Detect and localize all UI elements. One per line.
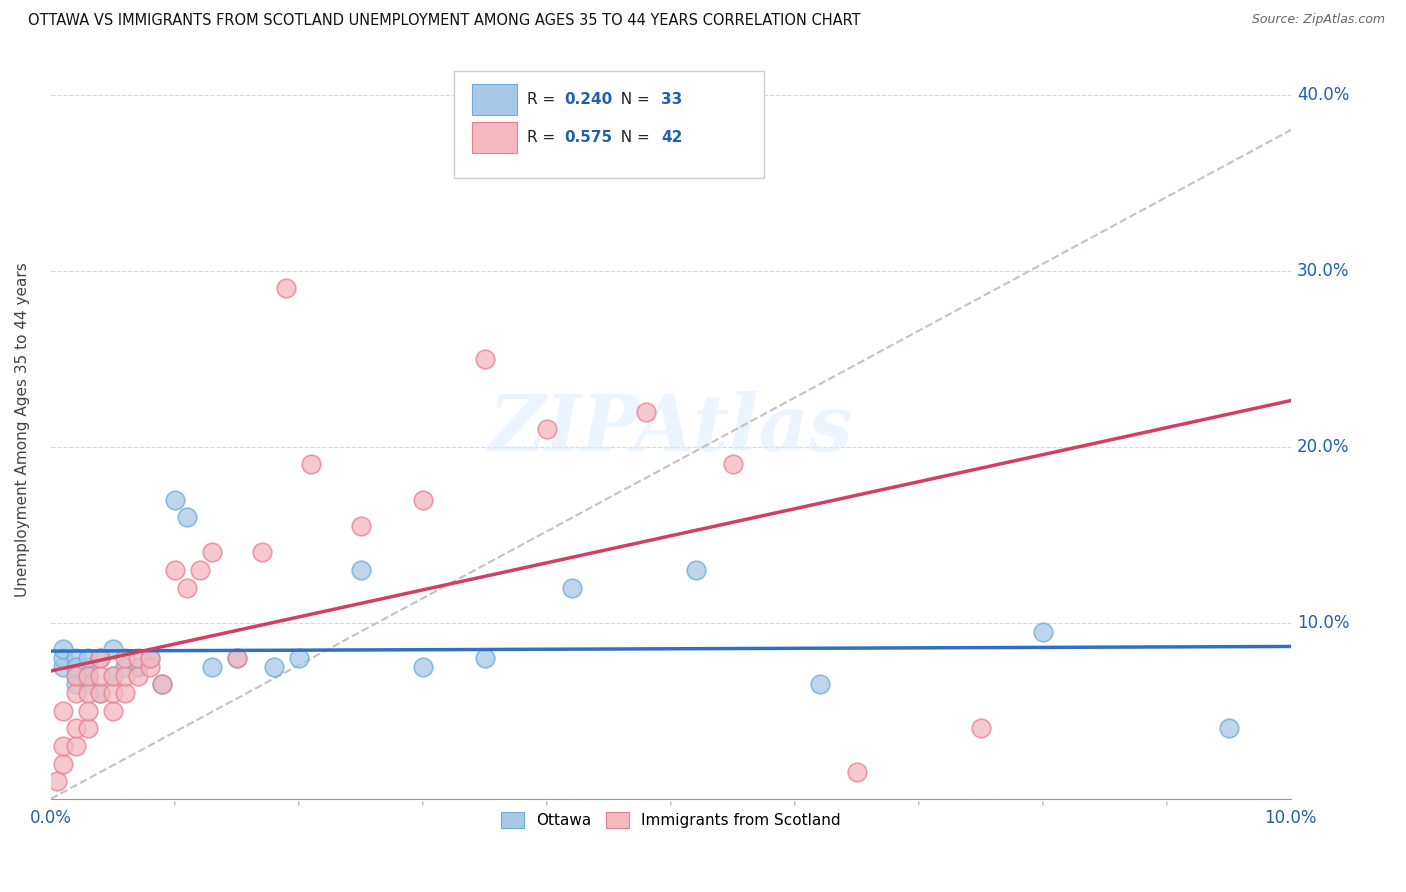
Point [201, 545, 224, 559]
Y-axis label: Unemployment Among Ages 35 to 44 years: Unemployment Among Ages 35 to 44 years [15, 262, 30, 597]
Legend: Ottawa, Immigrants from Scotland: Ottawa, Immigrants from Scotland [494, 805, 849, 836]
Point [412, 492, 434, 507]
Point [276, 281, 298, 295]
Point [201, 660, 224, 674]
Point [101, 668, 124, 682]
Point [114, 660, 136, 674]
Point [52, 704, 75, 718]
Point [350, 519, 373, 533]
Text: OTTAWA VS IMMIGRANTS FROM SCOTLAND UNEMPLOYMENT AMONG AGES 35 TO 44 YEARS CORREL: OTTAWA VS IMMIGRANTS FROM SCOTLAND UNEMP… [28, 13, 860, 29]
Point [65, 668, 87, 682]
Point [350, 563, 373, 577]
Text: ZIPAtlas: ZIPAtlas [489, 391, 853, 467]
Point [52, 756, 75, 771]
Point [77, 704, 100, 718]
Point [1032, 624, 1054, 639]
Point [139, 651, 162, 665]
Point [152, 677, 174, 691]
Point [250, 545, 273, 559]
Point [77, 677, 100, 691]
Point [685, 563, 707, 577]
Point [101, 642, 124, 657]
Point [89, 668, 111, 682]
Point [721, 458, 744, 472]
Text: R =: R = [527, 92, 560, 107]
Point [52, 642, 75, 657]
Point [139, 660, 162, 674]
Point [225, 651, 247, 665]
Point [101, 668, 124, 682]
Point [77, 651, 100, 665]
Point [163, 563, 186, 577]
Text: 40.0%: 40.0% [1298, 86, 1350, 103]
Point [176, 510, 198, 524]
Point [412, 660, 434, 674]
Point [77, 686, 100, 700]
Text: 0.240: 0.240 [564, 92, 613, 107]
Point [65, 722, 87, 736]
Text: 20.0%: 20.0% [1298, 438, 1350, 456]
Point [46, 774, 69, 789]
Text: 0.575: 0.575 [564, 129, 613, 145]
FancyBboxPatch shape [472, 84, 517, 115]
Point [65, 677, 87, 691]
Point [163, 492, 186, 507]
Point [65, 686, 87, 700]
Text: R =: R = [527, 129, 560, 145]
Text: 33: 33 [661, 92, 682, 107]
Point [65, 660, 87, 674]
Point [114, 668, 136, 682]
Point [89, 686, 111, 700]
Text: 42: 42 [661, 129, 682, 145]
Point [263, 660, 285, 674]
Point [89, 686, 111, 700]
Point [52, 651, 75, 665]
Point [474, 651, 496, 665]
Point [77, 668, 100, 682]
Point [225, 651, 247, 665]
Point [52, 660, 75, 674]
Point [127, 668, 149, 682]
Point [176, 581, 198, 595]
Point [101, 686, 124, 700]
Point [188, 563, 211, 577]
Point [65, 739, 87, 753]
Text: Source: ZipAtlas.com: Source: ZipAtlas.com [1251, 13, 1385, 27]
Point [970, 722, 993, 736]
Point [114, 651, 136, 665]
Point [114, 686, 136, 700]
Point [101, 704, 124, 718]
Point [89, 651, 111, 665]
Point [561, 581, 583, 595]
FancyBboxPatch shape [454, 70, 763, 178]
Point [299, 458, 322, 472]
Point [65, 668, 87, 682]
Text: 10.0%: 10.0% [1298, 614, 1350, 632]
Point [77, 668, 100, 682]
Point [152, 677, 174, 691]
Point [127, 651, 149, 665]
Point [139, 651, 162, 665]
Text: 30.0%: 30.0% [1298, 262, 1350, 280]
Point [127, 660, 149, 674]
Point [634, 404, 657, 418]
Point [288, 651, 311, 665]
Point [77, 660, 100, 674]
Point [65, 651, 87, 665]
Text: N =: N = [612, 129, 655, 145]
FancyBboxPatch shape [472, 121, 517, 153]
Point [52, 739, 75, 753]
Point [474, 351, 496, 366]
Text: N =: N = [612, 92, 655, 107]
Point [89, 651, 111, 665]
Point [845, 765, 868, 780]
Point [536, 422, 558, 436]
Point [808, 677, 831, 691]
Point [1218, 722, 1240, 736]
Point [77, 722, 100, 736]
